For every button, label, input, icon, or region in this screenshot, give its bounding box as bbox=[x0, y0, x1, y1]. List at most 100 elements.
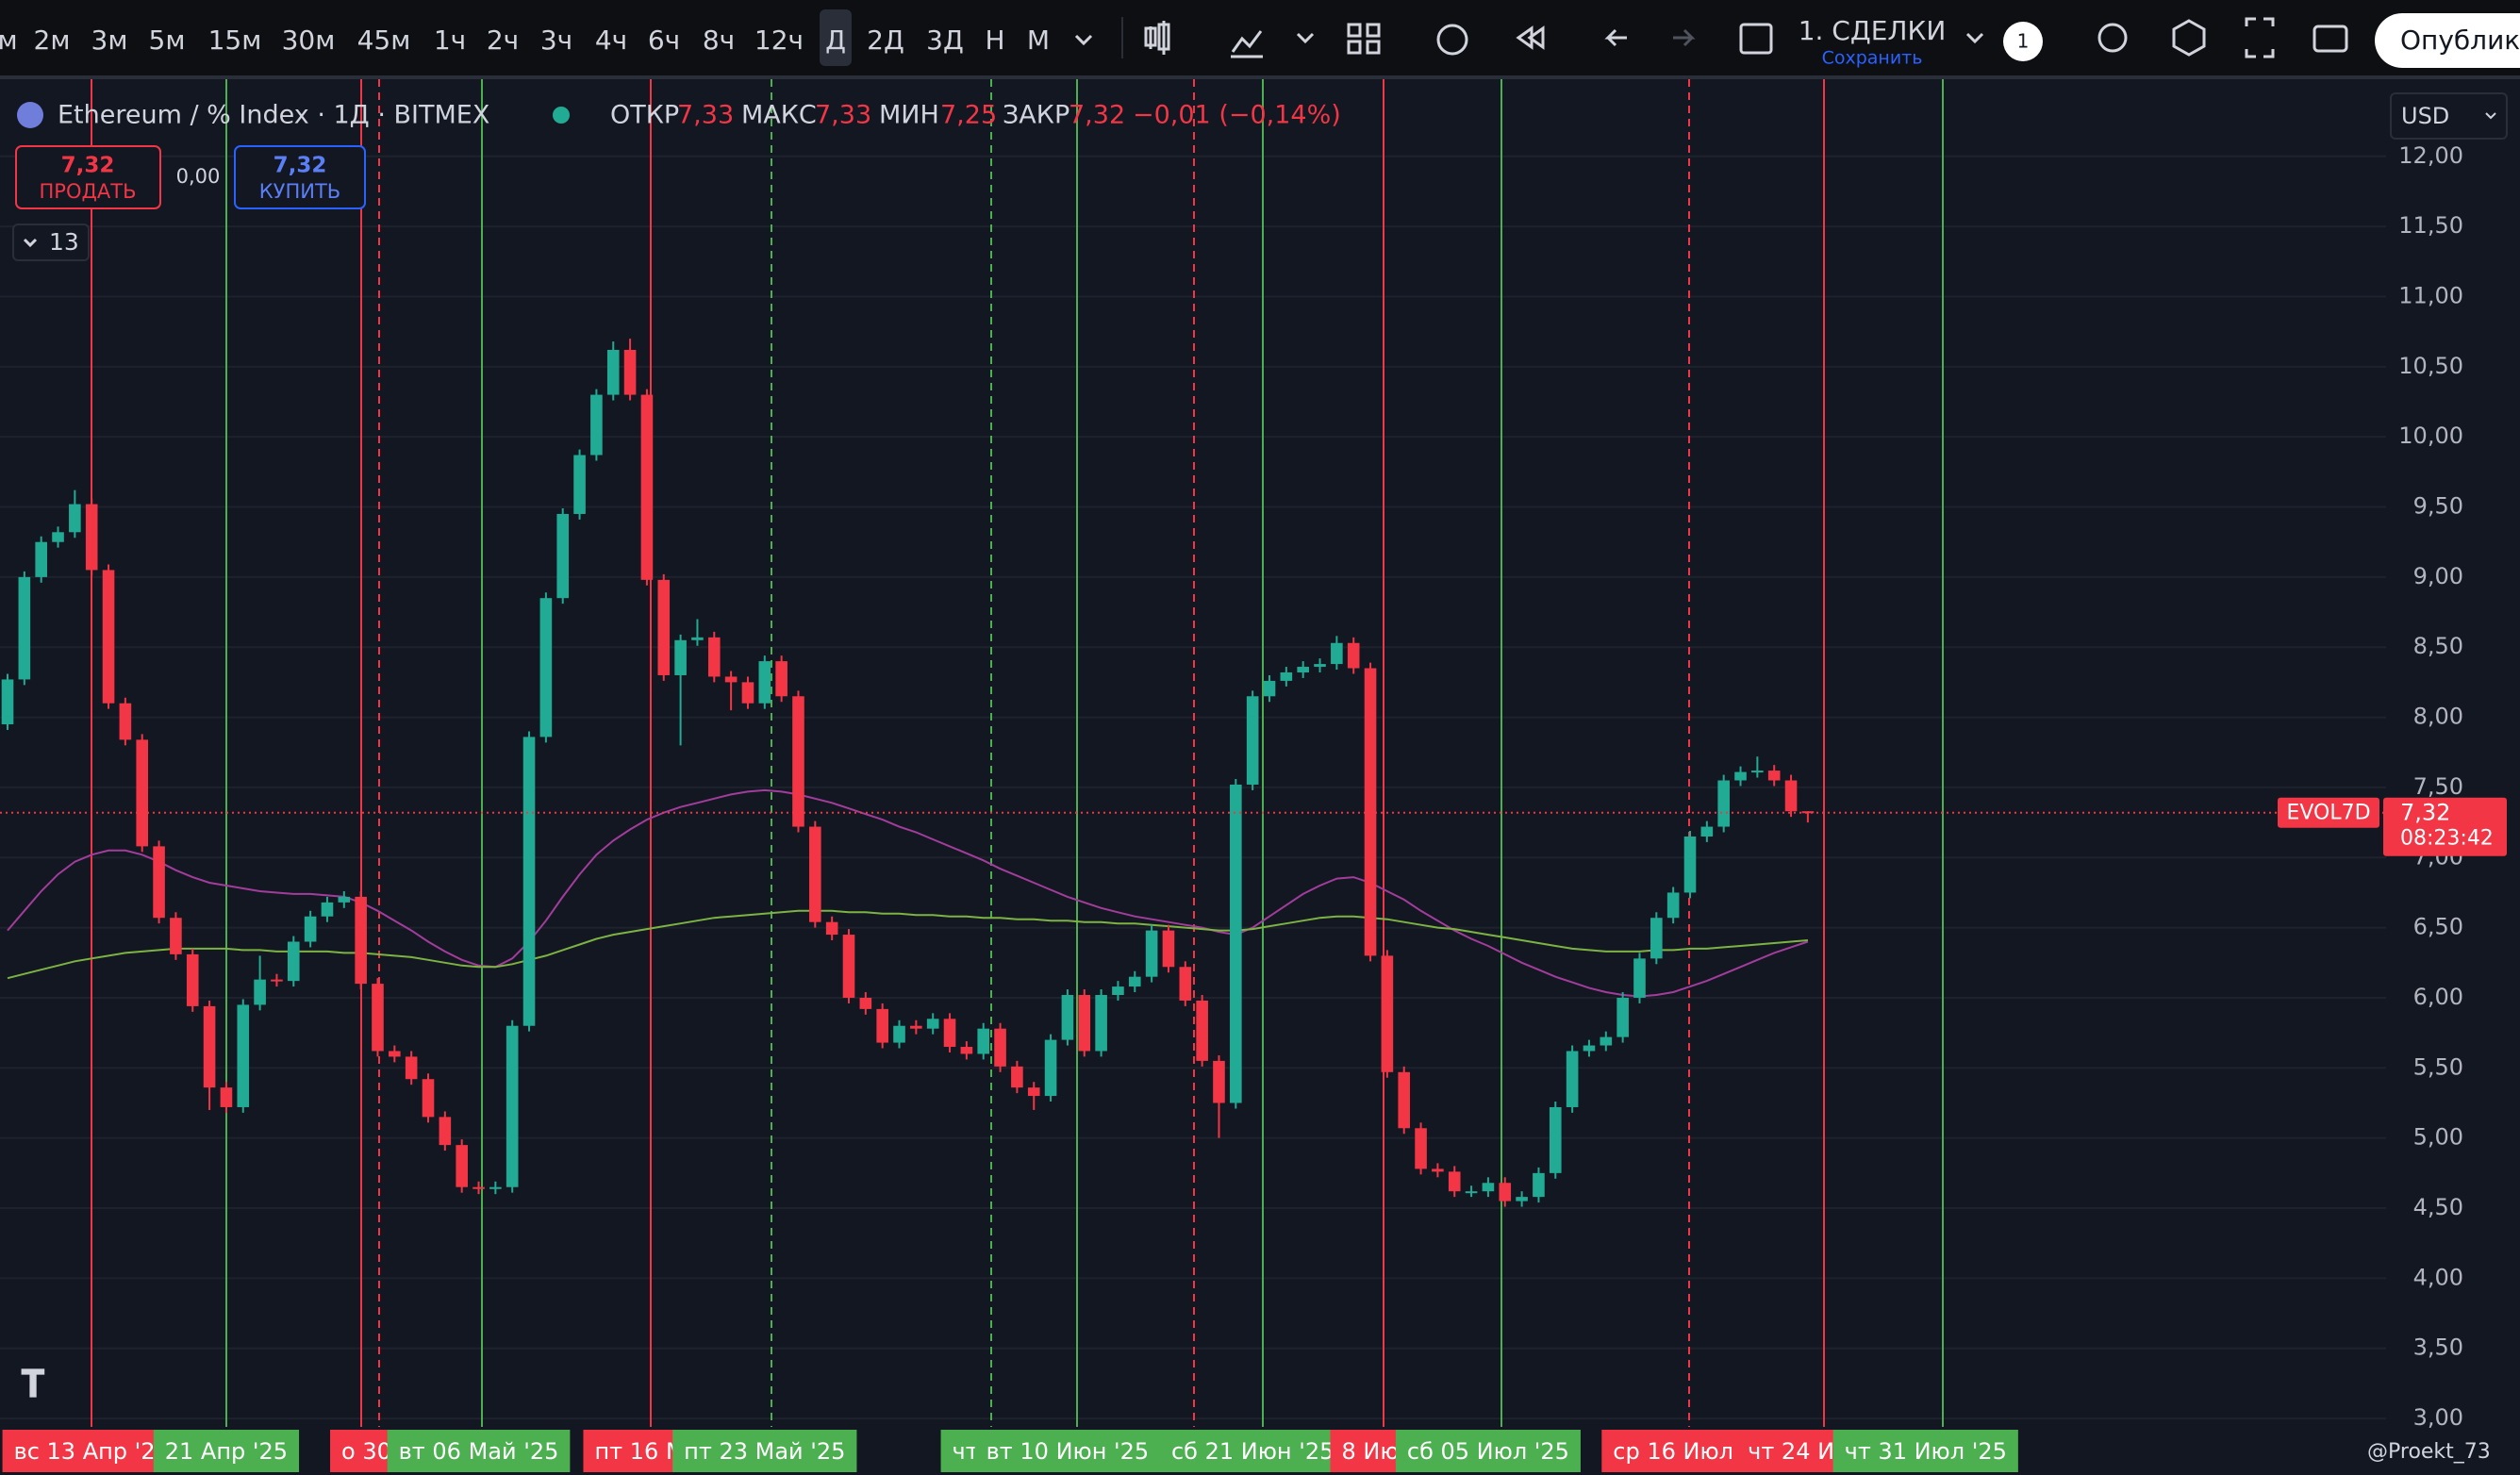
candle-body bbox=[321, 902, 334, 917]
candle-body bbox=[1700, 826, 1714, 837]
interval[interactable]: 3ч bbox=[540, 25, 572, 56]
candle-body bbox=[539, 598, 553, 738]
layout-name[interactable]: 1. СДЕЛКИ bbox=[1799, 15, 1947, 46]
candle-body bbox=[1683, 836, 1697, 893]
redo-icon[interactable] bbox=[1673, 28, 1696, 47]
interval[interactable]: М bbox=[1027, 25, 1050, 56]
candle-body bbox=[287, 941, 300, 982]
candle-body bbox=[1061, 995, 1074, 1040]
candles-icon[interactable] bbox=[1144, 21, 1170, 55]
interval[interactable]: 2ч bbox=[487, 25, 519, 56]
candle-body bbox=[809, 826, 821, 922]
candle-body bbox=[943, 1019, 956, 1048]
y-tick-label: 6,50 bbox=[2413, 914, 2463, 940]
candle-body bbox=[1196, 1000, 1208, 1061]
chevron[interactable] bbox=[1296, 32, 1315, 44]
y-tick-label: 9,00 bbox=[2413, 563, 2463, 589]
y-tick-label: 6,00 bbox=[2413, 984, 2463, 1010]
candle-body bbox=[52, 532, 64, 542]
interval[interactable]: 2м bbox=[34, 25, 71, 56]
x-tick-label: ср 16 Июл bbox=[1613, 1438, 1733, 1465]
candle-body bbox=[153, 846, 165, 919]
interval[interactable]: 45м bbox=[357, 25, 411, 56]
candle-body bbox=[977, 1028, 990, 1054]
y-tick-label: 8,50 bbox=[2413, 633, 2463, 659]
candle-body bbox=[1398, 1071, 1411, 1129]
candle-body bbox=[237, 1004, 250, 1107]
publish-button[interactable] bbox=[2375, 13, 2520, 68]
candle-body bbox=[1566, 1051, 1579, 1107]
candle-body bbox=[1465, 1191, 1478, 1194]
fullscreen-icon[interactable] bbox=[2245, 17, 2275, 58]
candle-body bbox=[1650, 918, 1663, 959]
interval[interactable]: 3м bbox=[91, 25, 128, 56]
sell-label: ПРОДАТЬ bbox=[40, 180, 137, 203]
camera-icon[interactable] bbox=[2313, 25, 2348, 53]
candle-body bbox=[522, 737, 536, 1026]
y-tick-label: 3,00 bbox=[2413, 1404, 2463, 1431]
candle-body bbox=[1044, 1039, 1057, 1097]
tag-name-box bbox=[2278, 797, 2379, 828]
interval[interactable]: 12ч bbox=[754, 25, 804, 56]
interval[interactable]: 8ч bbox=[703, 25, 735, 56]
candle-body bbox=[1297, 667, 1309, 672]
indicators-toggle[interactable] bbox=[12, 224, 90, 261]
x-tick-label: сб 05 Июл '25 bbox=[1407, 1438, 1569, 1465]
close-label: ЗАКР bbox=[1003, 101, 1069, 130]
candle-body bbox=[775, 661, 788, 697]
interval[interactable]: 1ч bbox=[434, 25, 466, 56]
y-tick-label: 11,50 bbox=[2398, 212, 2463, 239]
interval[interactable]: Н bbox=[985, 25, 1004, 56]
save-button[interactable]: Сохранить bbox=[1822, 48, 1923, 69]
x-tick-label: чт 31 Июл '25 bbox=[1845, 1438, 2007, 1465]
y-tick-label: 11,00 bbox=[2398, 282, 2463, 308]
chevron[interactable] bbox=[1965, 32, 1984, 44]
candle-body bbox=[606, 349, 620, 395]
badge[interactable] bbox=[2003, 22, 2043, 61]
search-icon[interactable] bbox=[2097, 23, 2128, 53]
interval[interactable]: 30м bbox=[282, 25, 336, 56]
y-tick-label: 4,50 bbox=[2413, 1194, 2463, 1220]
candle-body bbox=[1616, 997, 1629, 1037]
settings-icon[interactable] bbox=[2172, 19, 2206, 57]
interval[interactable]: 2Д bbox=[867, 25, 904, 56]
interval[interactable]: Д bbox=[825, 25, 846, 56]
indicators-icon[interactable] bbox=[1231, 30, 1263, 58]
interval[interactable]: 5м bbox=[149, 25, 186, 56]
low-value: 7,25 bbox=[940, 101, 997, 130]
layout-icon[interactable] bbox=[1347, 23, 1381, 55]
buy-button[interactable] bbox=[234, 145, 366, 209]
candle-body bbox=[136, 739, 149, 847]
candle-body bbox=[220, 1087, 233, 1107]
candle-body bbox=[758, 661, 771, 704]
replay-icon[interactable] bbox=[1516, 25, 1545, 50]
candle-body bbox=[102, 570, 115, 704]
undo-icon[interactable] bbox=[1604, 28, 1627, 47]
interval[interactable]: 6ч bbox=[648, 25, 680, 56]
symbol-title[interactable]: Ethereum / % Index · 1Д · BITMEX bbox=[58, 101, 489, 130]
badge-count: 1 bbox=[2017, 30, 2030, 53]
currency: USD bbox=[2401, 103, 2449, 129]
candle-body bbox=[472, 1186, 485, 1189]
interval[interactable]: 15м bbox=[208, 25, 262, 56]
y-tick-label: 12,00 bbox=[2398, 142, 2463, 169]
candle-body bbox=[691, 637, 704, 640]
alert-icon[interactable] bbox=[1436, 24, 1468, 56]
interval[interactable]: 4ч bbox=[595, 25, 627, 56]
x-tick-label: вт 06 Май '25 bbox=[399, 1438, 559, 1465]
candle-body bbox=[1314, 664, 1326, 668]
symbol-icon bbox=[17, 102, 43, 128]
sell-button[interactable] bbox=[15, 145, 161, 209]
interval[interactable]: 3Д bbox=[926, 25, 964, 56]
candle-body bbox=[422, 1079, 435, 1118]
chevron[interactable] bbox=[1074, 34, 1093, 46]
interval[interactable]: м bbox=[0, 25, 18, 56]
candle-body bbox=[1448, 1171, 1461, 1192]
currency-select[interactable] bbox=[2390, 92, 2508, 140]
candle-body bbox=[1415, 1128, 1427, 1169]
layout-box-icon[interactable] bbox=[1739, 23, 1773, 55]
candle-body bbox=[119, 703, 132, 740]
